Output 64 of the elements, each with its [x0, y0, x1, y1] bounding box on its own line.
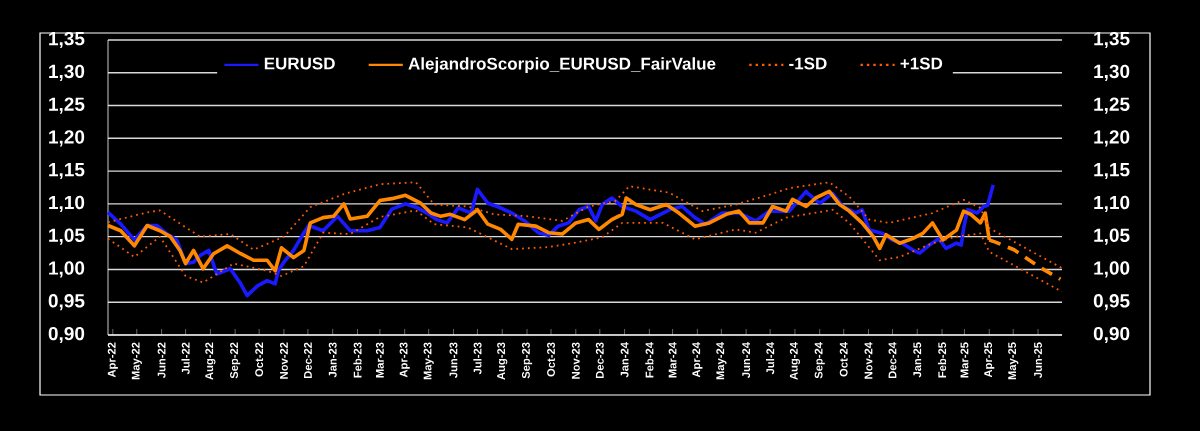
- y2-tick-label: 0,90: [1093, 326, 1130, 344]
- x-tick-label: Jun-23: [449, 342, 458, 378]
- y2-tick-label: 1,30: [1094, 64, 1130, 81]
- x-tick-label: Apr-23: [399, 342, 410, 378]
- y2-tick-label: 1,35: [1094, 31, 1130, 49]
- x-tick-label: Feb-25: [937, 342, 947, 378]
- y2-tick-label: 1,00: [1094, 261, 1130, 278]
- y-tick-label: 1,00: [49, 261, 85, 278]
- x-tick-label: Jul-22: [181, 342, 190, 375]
- legend-label: EURUSD: [264, 57, 335, 70]
- x-tick-label: Jan-25: [913, 342, 922, 378]
- legend-label: +1SD: [900, 57, 943, 70]
- x-tick-label: Apr-24: [692, 342, 703, 378]
- x-tick-label: Dec-24: [888, 342, 897, 379]
- x-tick-label: Jan-24: [620, 342, 629, 378]
- y2-tick-label: 1,05: [1094, 228, 1130, 245]
- y-tick-label: 1,25: [49, 97, 85, 114]
- y-tick-label: 1,15: [49, 163, 85, 180]
- x-tick-label: Mar-24: [668, 342, 677, 378]
- x-tick-label: Jun-24: [742, 342, 751, 378]
- x-tick-label: Jan-23: [328, 342, 337, 378]
- line-series: [107, 181, 1063, 270]
- x-tick-label: Apr-25: [984, 342, 995, 378]
- y-tick-label: 1,35: [49, 31, 85, 49]
- y-tick-label: 0,95: [48, 294, 85, 311]
- legend-label: -1SD: [789, 57, 827, 70]
- y-tick-label: 1,20: [49, 130, 85, 147]
- x-tick-label: Oct-24: [839, 342, 848, 377]
- x-tick-label: May-25: [1008, 342, 1019, 380]
- x-tick-label: Oct-22: [255, 342, 264, 377]
- x-tick-label: Sep-24: [814, 342, 825, 379]
- x-tick-label: Aug-24: [789, 342, 801, 380]
- x-tick-label: Aug-22: [205, 342, 216, 380]
- y2-tick-label: 1,10: [1094, 195, 1130, 212]
- x-tick-label: May-23: [423, 342, 434, 380]
- x-tick-label: Feb-24: [645, 342, 654, 378]
- x-tick-label: Dec-23: [595, 342, 604, 379]
- x-tick-label: Jun-22: [157, 342, 166, 378]
- x-tick-label: Feb-23: [353, 342, 362, 378]
- y-tick-label: 1,30: [49, 64, 85, 81]
- x-tick-label: Nov-23: [571, 342, 580, 379]
- y-tick-label: 1,10: [49, 195, 85, 212]
- x-tick-label: Jul-23: [473, 342, 482, 375]
- x-tick-label: Aug-23: [497, 342, 508, 380]
- x-tick-label: Nov-24: [864, 342, 873, 379]
- x-tick-label: Mar-23: [375, 342, 384, 378]
- x-tick-label: Oct-23: [547, 342, 555, 377]
- y2-tick-label: 1,15: [1094, 163, 1130, 180]
- y-tick-label: 0,90: [48, 326, 85, 344]
- y-tick-label: 1,05: [49, 228, 85, 245]
- legend-label: AlejandroScorpio_EURUSD_FairValue: [408, 57, 716, 74]
- x-tick-label: May-24: [716, 342, 727, 380]
- y2-tick-label: 1,20: [1094, 130, 1130, 147]
- x-tick-label: Jun-25: [1034, 342, 1042, 378]
- x-tick-label: Dec-22: [303, 342, 312, 379]
- y2-tick-label: 1,25: [1094, 97, 1130, 114]
- x-tick-label: Mar-25: [960, 342, 969, 378]
- x-tick-label: Apr-22: [107, 342, 118, 378]
- x-tick-label: Nov-22: [279, 342, 288, 379]
- x-tick-label: Sep-22: [230, 342, 241, 379]
- x-tick-label: May-22: [131, 342, 142, 380]
- x-tick-label: Sep-23: [521, 342, 533, 379]
- y2-tick-label: 0,95: [1093, 294, 1130, 311]
- x-tick-label: Jul-24: [766, 342, 775, 375]
